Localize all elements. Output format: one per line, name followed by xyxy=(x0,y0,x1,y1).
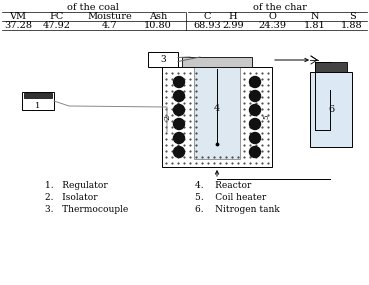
Text: 3.   Thermocouple: 3. Thermocouple xyxy=(45,205,128,213)
Circle shape xyxy=(249,91,261,101)
Text: Ash: Ash xyxy=(149,12,167,21)
Text: of the char: of the char xyxy=(253,3,307,11)
Text: 68.93: 68.93 xyxy=(193,21,221,30)
Text: FC: FC xyxy=(50,12,64,21)
Text: 1.   Regulator: 1. Regulator xyxy=(45,180,108,190)
Bar xyxy=(194,67,240,159)
Text: 24.39: 24.39 xyxy=(258,21,286,30)
Text: VM: VM xyxy=(10,12,27,21)
Text: H: H xyxy=(229,12,237,21)
Text: 1.81: 1.81 xyxy=(304,21,326,30)
Circle shape xyxy=(173,133,184,144)
Circle shape xyxy=(173,119,184,129)
Text: 2.99: 2.99 xyxy=(222,21,244,30)
Bar xyxy=(162,67,272,167)
Bar xyxy=(24,93,52,98)
Bar xyxy=(315,62,347,72)
Text: 5: 5 xyxy=(262,115,270,119)
Circle shape xyxy=(249,76,261,87)
Text: 47.92: 47.92 xyxy=(43,21,71,30)
Text: Moisture: Moisture xyxy=(87,12,132,21)
Text: 2.   Isolator: 2. Isolator xyxy=(45,192,98,201)
Text: O: O xyxy=(268,12,276,21)
Text: 2: 2 xyxy=(163,114,171,120)
Text: of the coal: of the coal xyxy=(67,3,119,11)
Circle shape xyxy=(173,76,184,87)
Text: 37.28: 37.28 xyxy=(4,21,32,30)
Circle shape xyxy=(173,91,184,101)
Text: 1.88: 1.88 xyxy=(341,21,363,30)
Text: 4.7: 4.7 xyxy=(102,21,118,30)
Bar xyxy=(148,52,178,67)
Circle shape xyxy=(249,105,261,115)
Text: C: C xyxy=(203,12,211,21)
Text: 1: 1 xyxy=(35,102,41,110)
Bar xyxy=(22,92,54,110)
Text: 4.    Reactor: 4. Reactor xyxy=(195,180,251,190)
Text: S: S xyxy=(349,12,355,21)
Text: 10.80: 10.80 xyxy=(144,21,172,30)
Text: 4: 4 xyxy=(214,104,220,113)
Text: N: N xyxy=(311,12,319,21)
Text: 3: 3 xyxy=(160,55,166,64)
Bar xyxy=(182,57,252,67)
Circle shape xyxy=(249,146,261,158)
Bar xyxy=(310,72,352,147)
Text: 5.    Coil heater: 5. Coil heater xyxy=(195,192,266,201)
Circle shape xyxy=(249,133,261,144)
Text: 6: 6 xyxy=(328,105,334,114)
Text: 6.    Nitrogen tank: 6. Nitrogen tank xyxy=(195,205,280,213)
Circle shape xyxy=(249,119,261,129)
Circle shape xyxy=(173,105,184,115)
Circle shape xyxy=(173,146,184,158)
